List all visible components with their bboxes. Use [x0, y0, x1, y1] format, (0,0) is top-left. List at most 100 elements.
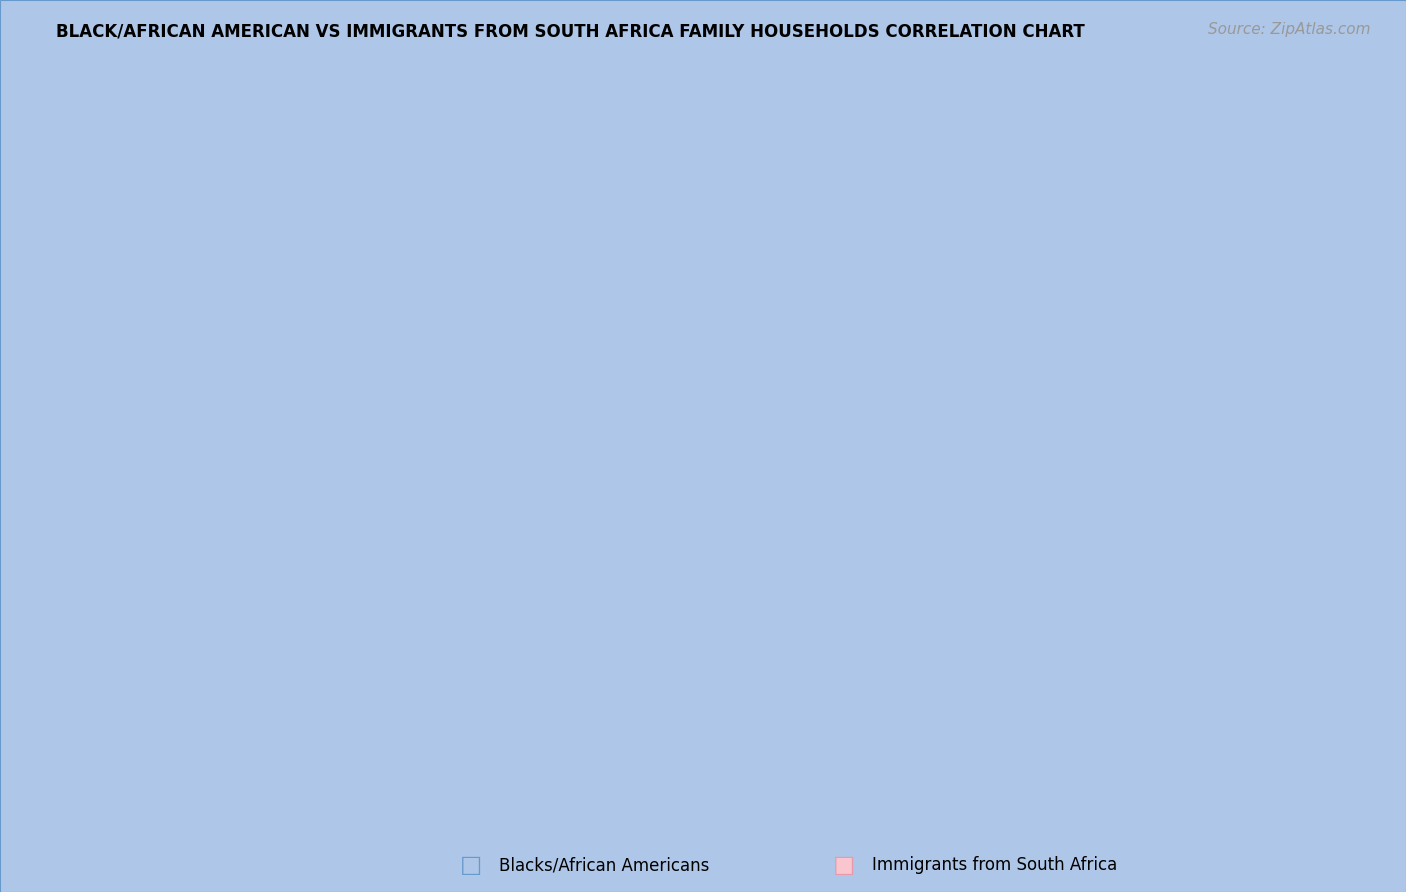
Point	[245, 401, 267, 416]
Text: Source: ZipAtlas.com: Source: ZipAtlas.com	[1208, 22, 1371, 37]
Text: BLACK/AFRICAN AMERICAN VS IMMIGRANTS FROM SOUTH AFRICA FAMILY HOUSEHOLDS CORRELA: BLACK/AFRICAN AMERICAN VS IMMIGRANTS FRO…	[56, 22, 1085, 40]
Point	[108, 406, 131, 420]
Point	[824, 457, 846, 471]
Point	[405, 408, 427, 422]
Point	[697, 418, 720, 433]
Point	[904, 492, 927, 507]
Point	[309, 447, 332, 461]
Point	[574, 458, 596, 472]
Point	[643, 471, 665, 485]
Point	[884, 491, 907, 505]
Point	[770, 487, 793, 501]
Point	[432, 429, 454, 443]
Text: ZipAtlas: ZipAtlas	[553, 434, 927, 511]
Point	[921, 517, 943, 532]
Point	[177, 326, 200, 341]
Point	[627, 442, 650, 456]
Point	[115, 418, 138, 433]
Point	[506, 434, 529, 448]
Point	[1154, 413, 1177, 427]
Point	[464, 435, 486, 450]
Point	[598, 472, 620, 486]
Point	[669, 435, 692, 450]
Point	[108, 455, 131, 469]
Point	[1071, 419, 1094, 434]
Point	[479, 485, 502, 500]
Point	[378, 446, 401, 460]
Point	[671, 415, 693, 429]
Point	[108, 441, 131, 455]
Point	[745, 749, 768, 764]
Point	[929, 444, 952, 458]
Point	[723, 417, 745, 431]
Point	[644, 476, 666, 491]
Point	[226, 450, 249, 464]
Point	[489, 440, 512, 454]
Point	[536, 442, 558, 457]
Text: Blacks/African Americans: Blacks/African Americans	[499, 856, 710, 874]
Point	[613, 440, 636, 454]
Point	[666, 398, 689, 412]
Point	[973, 434, 995, 448]
Legend: R = -0.527   N = 199, R =  0.048   N =  37: R = -0.527 N = 199, R = 0.048 N = 37	[593, 80, 862, 156]
Point	[166, 485, 188, 500]
Point	[163, 265, 186, 279]
Point	[146, 685, 169, 699]
Point	[378, 351, 401, 366]
Point	[553, 464, 575, 478]
Point	[218, 445, 240, 459]
Point	[506, 304, 529, 318]
Point	[260, 448, 283, 462]
Point	[1074, 434, 1097, 448]
Point	[737, 449, 759, 463]
Point	[108, 407, 131, 421]
Point	[617, 481, 640, 495]
Point	[710, 421, 733, 435]
Point	[343, 476, 366, 491]
Point	[162, 398, 184, 412]
Point	[1047, 418, 1070, 433]
Point	[108, 419, 131, 434]
Point	[595, 450, 617, 465]
Point	[425, 459, 447, 474]
Point	[655, 485, 678, 500]
Point	[605, 438, 627, 452]
Point	[450, 451, 472, 466]
Point	[240, 398, 263, 412]
Point	[308, 398, 330, 412]
Point	[538, 425, 561, 440]
Point	[548, 389, 571, 403]
Point	[600, 439, 623, 453]
Point	[986, 454, 1008, 468]
Point	[135, 442, 157, 456]
Point	[1166, 466, 1188, 480]
Point	[1167, 509, 1189, 524]
Point	[638, 454, 661, 468]
Point	[512, 435, 534, 450]
Point	[373, 366, 395, 380]
Point	[561, 435, 583, 450]
Point	[385, 417, 408, 432]
Point	[655, 479, 678, 493]
Text: □: □	[460, 854, 482, 877]
Point	[1348, 502, 1371, 516]
Point	[1102, 423, 1125, 437]
Point	[471, 417, 494, 432]
Point	[693, 448, 716, 462]
Point	[188, 448, 211, 462]
Point	[491, 427, 513, 442]
Point	[585, 444, 607, 458]
Point	[449, 438, 471, 452]
Point	[650, 463, 672, 477]
Point	[898, 422, 921, 436]
Point	[301, 598, 323, 612]
Point	[254, 404, 277, 418]
Point	[357, 412, 380, 426]
Point	[979, 445, 1001, 459]
Point	[132, 447, 155, 461]
Point	[1032, 434, 1054, 449]
Point	[658, 455, 681, 469]
Point	[995, 474, 1018, 488]
Point	[688, 400, 710, 414]
Point	[202, 553, 225, 567]
